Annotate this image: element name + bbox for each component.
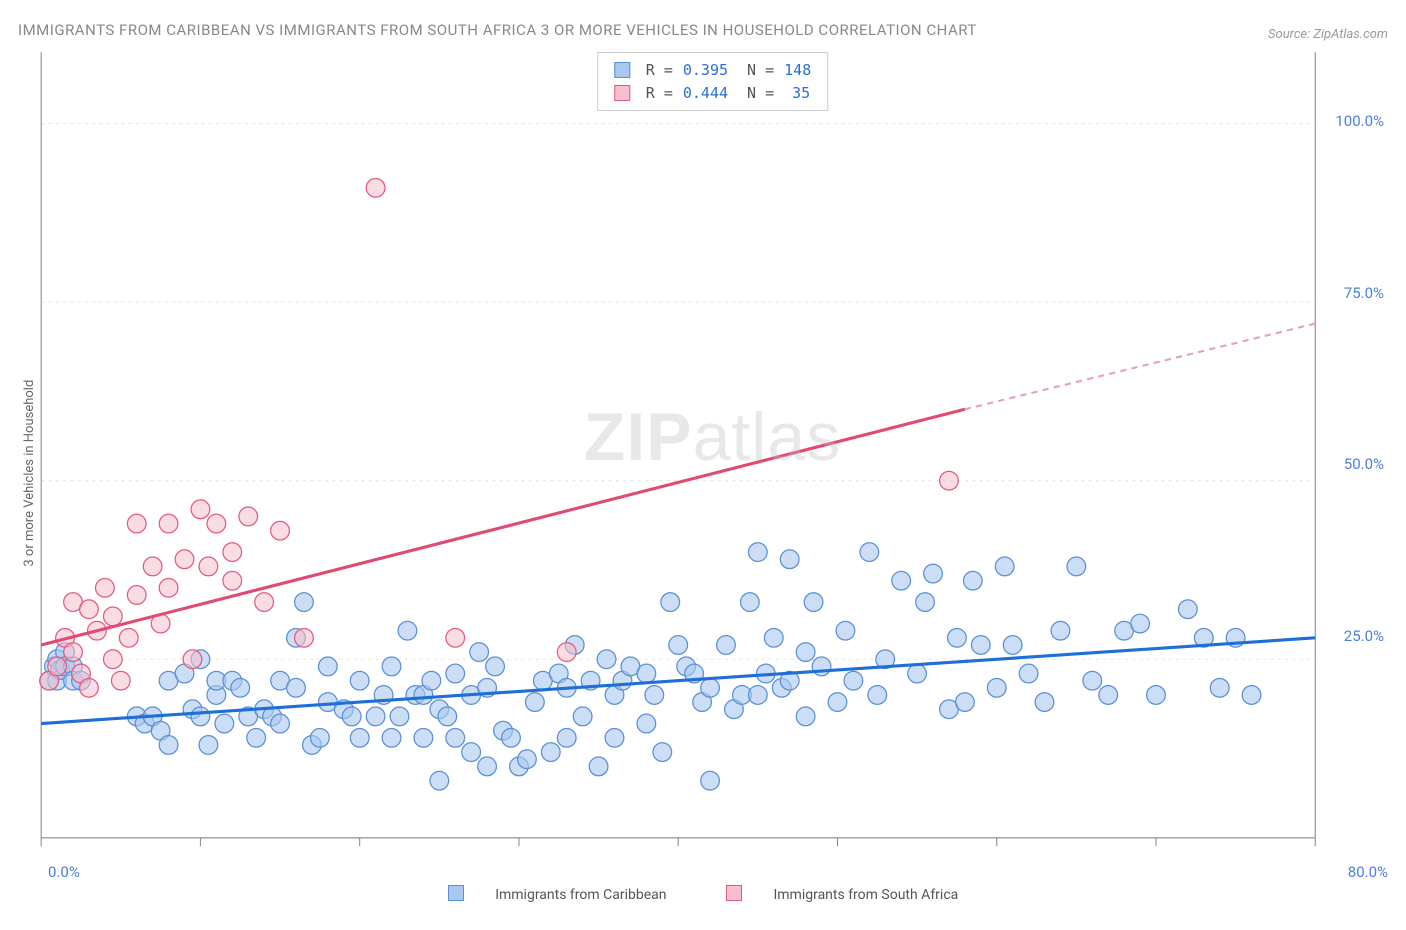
x-label-left: 0.0% bbox=[48, 863, 80, 881]
r-value-1: 0.395 bbox=[683, 59, 728, 82]
chart-svg bbox=[37, 48, 1388, 859]
y-axis-label: 3 or more Vehicles in Household bbox=[18, 48, 37, 859]
swatch-series1 bbox=[614, 62, 630, 78]
legend-swatch-1 bbox=[448, 885, 464, 901]
stats-row-2: R = 0.444 N = 35 bbox=[614, 82, 811, 105]
swatch-series2 bbox=[614, 85, 630, 101]
source-label: Source: ZipAtlas.com bbox=[1268, 27, 1388, 42]
legend-bottom: Immigrants from Caribbean Immigrants fro… bbox=[18, 885, 1388, 903]
stats-legend: R = 0.395 N = 148 R = 0.444 N = 35 bbox=[597, 52, 828, 111]
n-value-2: 35 bbox=[784, 82, 810, 105]
x-label-right: 80.0% bbox=[1348, 863, 1388, 881]
n-value-1: 148 bbox=[784, 59, 811, 82]
stats-row-1: R = 0.395 N = 148 bbox=[614, 59, 811, 82]
legend-label-2: Immigrants from South Africa bbox=[773, 887, 958, 903]
r-value-2: 0.444 bbox=[683, 82, 728, 105]
legend-swatch-2 bbox=[726, 885, 742, 901]
chart-title: IMMIGRANTS FROM CARIBBEAN VS IMMIGRANTS … bbox=[18, 18, 977, 42]
scatter-chart: 25.0%50.0%75.0%100.0% ZIPatlas R = 0.395… bbox=[37, 48, 1388, 859]
legend-label-1: Immigrants from Caribbean bbox=[495, 887, 666, 903]
